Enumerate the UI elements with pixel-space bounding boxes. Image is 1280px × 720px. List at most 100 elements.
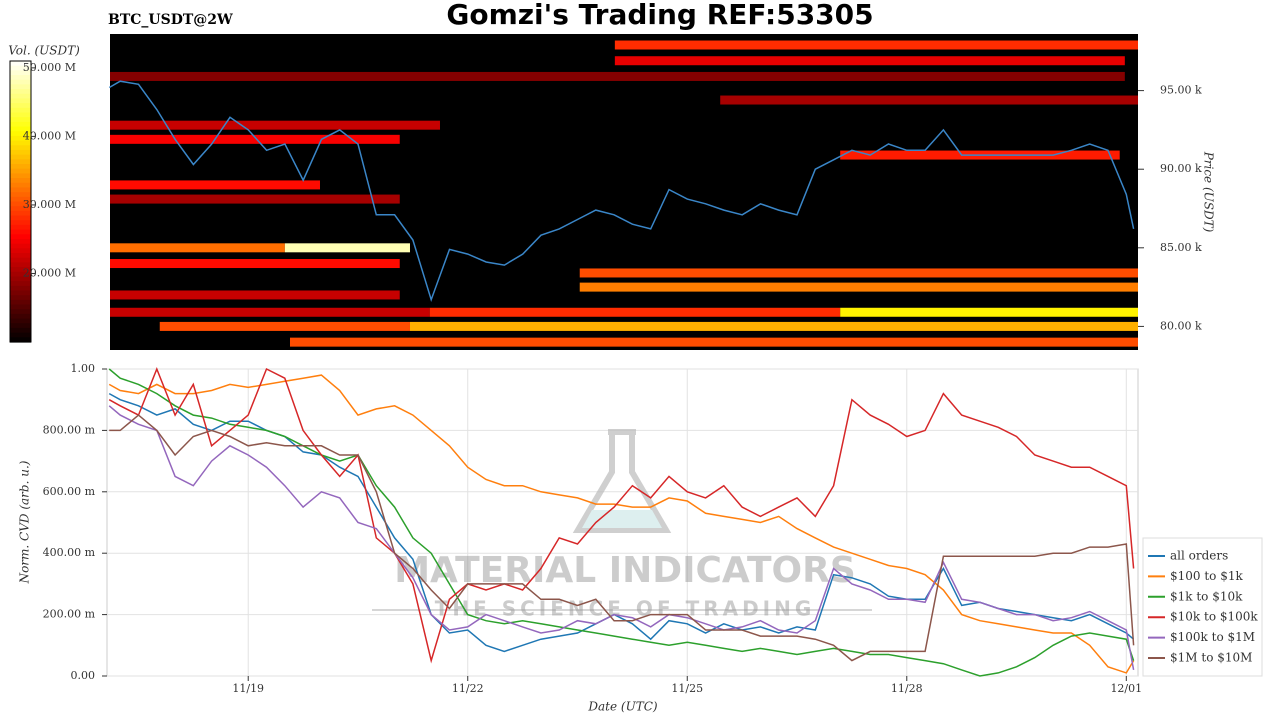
colorbar-swatch (10, 253, 31, 259)
heatmap-cell (110, 307, 430, 317)
legend-label: all orders (1170, 549, 1228, 563)
colorbar-swatch (10, 210, 31, 217)
heatmap-cell (110, 180, 320, 190)
colorbar-swatch (10, 192, 31, 198)
cvd-line (108, 366, 1135, 664)
heatmap-cell (614, 56, 1125, 66)
colorbar-swatch (10, 93, 31, 100)
cvd-line (108, 368, 1135, 677)
colorbar-swatch (10, 79, 31, 86)
y-tick-label: 600.00 m (43, 485, 96, 498)
colorbar-swatch (10, 309, 31, 315)
y-tick-label: 95.00 k (1160, 84, 1202, 97)
colorbar-swatch (10, 313, 31, 320)
price-line (108, 80, 1135, 303)
colorbar-swatch (10, 131, 31, 137)
x-tick-label: 12/01 (1110, 682, 1142, 695)
colorbar-swatch (10, 285, 31, 292)
colorbar-swatch (10, 145, 31, 151)
colorbar-swatch (10, 140, 31, 146)
heatmap-background (110, 34, 1138, 350)
y-tick-label: 200.00 m (43, 608, 96, 621)
colorbar-tick-label: 50.000 M (23, 61, 76, 74)
cvd-line (108, 405, 1135, 671)
heatmap-cell (840, 307, 1138, 317)
flask-liquid (582, 510, 662, 528)
cvd-line (108, 374, 1135, 674)
y-tick-label: 0.00 (71, 669, 96, 682)
heatmap-cell (110, 259, 400, 269)
colorbar-swatch (10, 332, 31, 338)
colorbar-swatch (10, 248, 31, 254)
heatmap-cell (110, 120, 440, 130)
colorbar-frame (9, 60, 32, 343)
colorbar-swatch (10, 290, 31, 296)
colorbar-tick-label: 20.000 M (23, 266, 76, 279)
colorbar-swatch (10, 70, 31, 76)
y-axis-label: Norm. CVD (arb. u.) (18, 460, 32, 584)
colorbar-swatch (10, 327, 31, 334)
y-tick-label: 1.00 (71, 362, 96, 375)
colorbar-swatch (10, 295, 31, 301)
watermark-flask (572, 429, 672, 533)
colorbar-swatch (10, 196, 31, 203)
cvd-line (109, 414, 1135, 662)
background-layer (107, 368, 1138, 677)
chart-title: Gomzi's Trading REF:53305 (446, 0, 873, 31)
x-tick-label: 11/25 (671, 682, 703, 695)
colorbar-swatch (10, 206, 31, 212)
colorbar-swatch (10, 121, 31, 128)
x-tick-label: 11/19 (232, 682, 264, 695)
colorbar-swatch (10, 299, 31, 306)
colorbar-swatch (10, 65, 31, 71)
heatmap-cell (284, 243, 410, 253)
heatmap-cell (289, 337, 1138, 347)
colorbar-swatch (10, 323, 31, 329)
colorbar-swatch (10, 164, 31, 170)
colorbar-swatch (10, 262, 31, 268)
colorbar-swatch (10, 126, 31, 132)
legend-label: $100k to $1M (1170, 630, 1255, 644)
x-tick-label: 11/28 (891, 682, 923, 695)
y-tick-label: 80.00 k (1160, 319, 1202, 332)
colorbar-swatch (10, 89, 31, 95)
y-axis-label: Price (USDT) (1202, 151, 1216, 233)
colorbar-swatch (10, 103, 31, 109)
heatmap-cell (614, 40, 1138, 50)
colorbar-swatch (10, 112, 31, 118)
colorbar-swatch (10, 271, 31, 278)
colorbar-swatch (10, 84, 31, 90)
colorbar-swatch (10, 276, 31, 282)
colorbar-swatch (10, 234, 31, 240)
colorbar-swatch (10, 281, 31, 287)
heatmap-cell (429, 307, 841, 317)
heatmap-cell (409, 321, 1138, 331)
colorbar-swatch (10, 243, 31, 249)
colorbar-swatch (10, 215, 31, 221)
heatmap-cell (110, 134, 400, 144)
legend-label: $1M to $10M (1170, 651, 1252, 665)
colorbar-tick-label: 40.000 M (23, 129, 76, 142)
colorbar-swatch (10, 187, 31, 193)
colorbar-swatch (10, 201, 31, 207)
colorbar-swatch (10, 173, 31, 179)
colorbar-swatch (10, 238, 31, 245)
colorbar-swatch (10, 220, 31, 226)
y-tick-label: 85.00 k (1160, 241, 1202, 254)
heatmap-cell (579, 282, 1138, 292)
heatmap-cell (110, 194, 400, 204)
colorbar-swatch (10, 257, 31, 263)
x-tick-label: 11/22 (452, 682, 484, 695)
colorbar-swatch (10, 267, 31, 273)
colorbar-swatch (10, 149, 31, 156)
x-axis-label: Date (UTC) (587, 700, 657, 714)
colorbar-swatch (10, 107, 31, 114)
colorbar-swatch (10, 98, 31, 104)
colorbar-swatch (10, 135, 31, 142)
colorbar-swatch (10, 224, 31, 231)
colorbar-swatch (10, 318, 31, 324)
heatmap-cell (579, 268, 1138, 278)
colorbar-swatch (10, 168, 31, 174)
colorbar-swatch (10, 304, 31, 310)
y-tick-label: 90.00 k (1160, 162, 1202, 175)
